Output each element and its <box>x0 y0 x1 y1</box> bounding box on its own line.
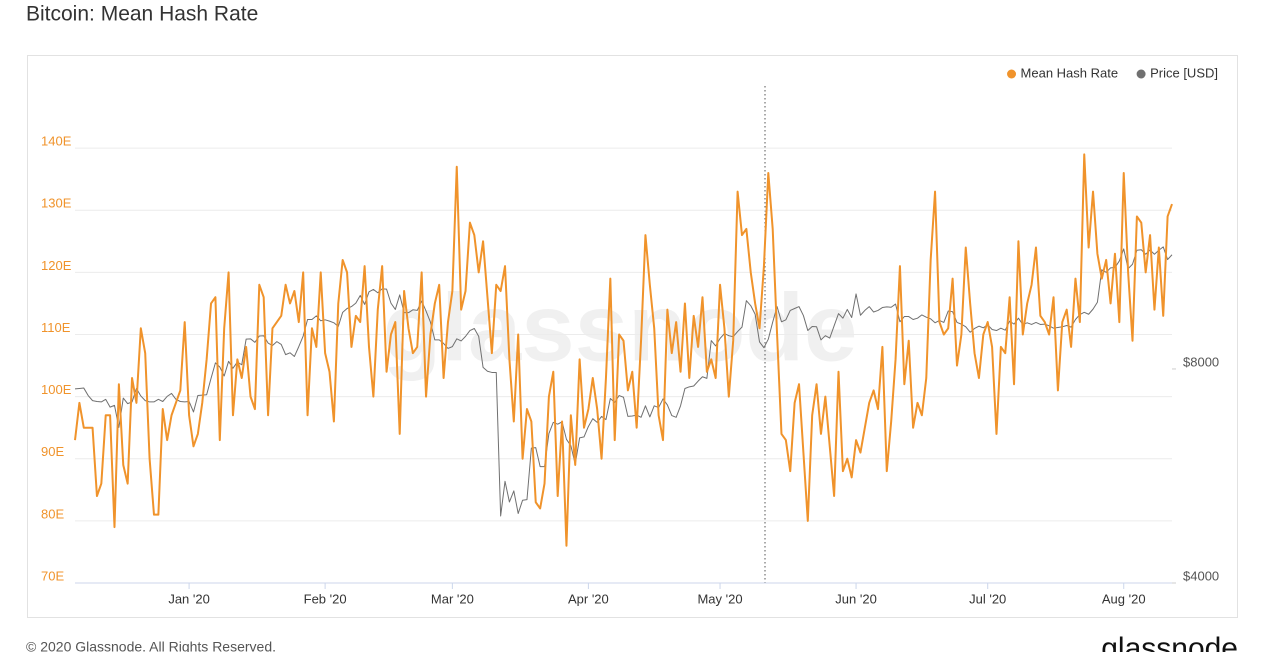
watermark: glassnode <box>383 274 858 381</box>
legend: Price [USD] Mean Hash Rate <box>1007 65 1218 80</box>
legend-label: Mean Hash Rate <box>1021 65 1119 80</box>
y-tick-label: 140E <box>41 134 72 149</box>
y-tick-label: 100E <box>41 382 72 397</box>
x-tick-label: Aug '20 <box>1102 591 1146 606</box>
legend-swatch <box>1007 69 1017 79</box>
x-tick-label: Feb '20 <box>304 591 347 606</box>
footer: © 2020 Glassnode. All Rights Reserved. <box>26 639 276 652</box>
legend-label: Price [USD] <box>1150 65 1218 80</box>
x-tick-label: Jul '20 <box>969 591 1006 606</box>
x-tick-label: May '20 <box>697 591 742 606</box>
x-tick-label: Mar '20 <box>431 591 474 606</box>
x-tick-label: Apr '20 <box>568 591 609 606</box>
y-tick-label: 80E <box>41 506 64 521</box>
y-tick-label: 120E <box>41 258 72 273</box>
chart-title: Bitcoin: Mean Hash Rate <box>26 3 258 26</box>
chart-card <box>27 55 1238 618</box>
y-tick-label: 110E <box>41 320 71 335</box>
x-tick-label: Jun '20 <box>835 591 877 606</box>
y-tick-label: 70E <box>41 568 64 583</box>
y-tick-label: 130E <box>41 196 72 211</box>
y2-tick-label: $4000 <box>1183 568 1219 583</box>
logo: glassnode <box>1101 632 1238 652</box>
y-tick-label: 90E <box>41 444 64 459</box>
x-tick-label: Jan '20 <box>168 591 210 606</box>
hash-rate-line <box>74 153 1173 547</box>
legend-swatch <box>1136 69 1146 79</box>
y2-tick-label: $8000 <box>1183 354 1219 369</box>
